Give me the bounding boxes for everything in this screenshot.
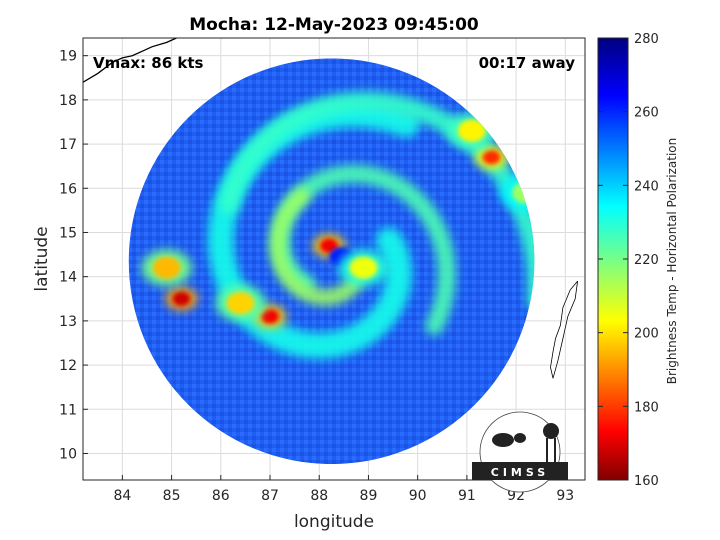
convective-features <box>141 91 535 359</box>
x-tick-label: 86 <box>212 488 230 504</box>
colorbar-tick-label: 160 <box>634 474 659 489</box>
feature-inner_band <box>349 256 378 280</box>
y-tick-label: 13 <box>59 314 77 330</box>
colorbar-label: Brightness Temp - Horizontal Polarizatio… <box>665 138 679 385</box>
logo-text: CIMSS <box>491 466 549 479</box>
x-tick-label: 93 <box>556 488 574 504</box>
colorbar-tick-label: 220 <box>634 253 659 268</box>
chart-title: Mocha: 12-May-2023 09:45:00 <box>189 15 479 35</box>
y-tick-label: 15 <box>59 225 77 241</box>
time-offset-annotation: 00:17 away <box>479 54 576 72</box>
water-tower-icon <box>543 423 559 439</box>
colorbar-tick-label: 240 <box>634 179 659 194</box>
plot-frame <box>82 37 586 481</box>
x-tick-label: 91 <box>458 488 476 504</box>
y-tick-label: 14 <box>59 270 77 286</box>
x-tick-label: 89 <box>360 488 378 504</box>
feature-rainband_sw <box>226 292 255 315</box>
coastline-east-outline <box>550 280 578 379</box>
feature-rainband_ne <box>457 119 486 143</box>
cimss-logo: CIMSS <box>472 411 568 493</box>
x-tick-label: 88 <box>310 488 328 504</box>
x-tick-label: 85 <box>163 488 181 504</box>
x-tick-label: 87 <box>261 488 279 504</box>
colorbar-ticks: 160 180 200 220 240 260 280 <box>598 32 659 489</box>
feature-rainband_west <box>172 291 191 306</box>
rainband-inner <box>269 187 366 306</box>
feature-eyewall <box>320 238 339 253</box>
feature-rainband_sw <box>261 309 280 324</box>
feature-rainband_ne <box>482 150 501 165</box>
vmax-annotation: Vmax: 86 kts <box>93 54 203 72</box>
y-tick-label: 19 <box>59 49 77 65</box>
y-tick-label: 11 <box>59 402 77 418</box>
logo-banner <box>472 462 568 480</box>
x-axis-label: longitude <box>294 512 374 532</box>
y-tick-label: 12 <box>59 358 77 374</box>
satellite-dish-icon <box>492 433 514 447</box>
coastline-northwest <box>83 38 177 83</box>
x-ticks: 84 85 86 87 88 89 90 91 92 93 <box>113 475 574 504</box>
colorbar-tick-label: 260 <box>634 106 659 121</box>
y-tick-label: 16 <box>59 181 77 197</box>
y-tick-label: 10 <box>59 446 77 462</box>
colorbar-tick-label: 180 <box>634 400 659 415</box>
y-tick-label: 17 <box>59 137 77 153</box>
x-tick-label: 90 <box>409 488 427 504</box>
feature-rainband_west <box>152 256 181 280</box>
colorbar-tick-label: 280 <box>634 32 659 47</box>
x-tick-label: 84 <box>113 488 131 504</box>
colorbar-tick-label: 200 <box>634 327 659 342</box>
y-tick-label: 18 <box>59 93 77 109</box>
satellite-dish-small-icon <box>514 433 526 443</box>
swath-layer <box>83 38 579 465</box>
y-ticks: 10 11 12 13 14 15 16 17 18 19 <box>59 49 88 462</box>
y-axis-label: latitude <box>32 226 52 291</box>
